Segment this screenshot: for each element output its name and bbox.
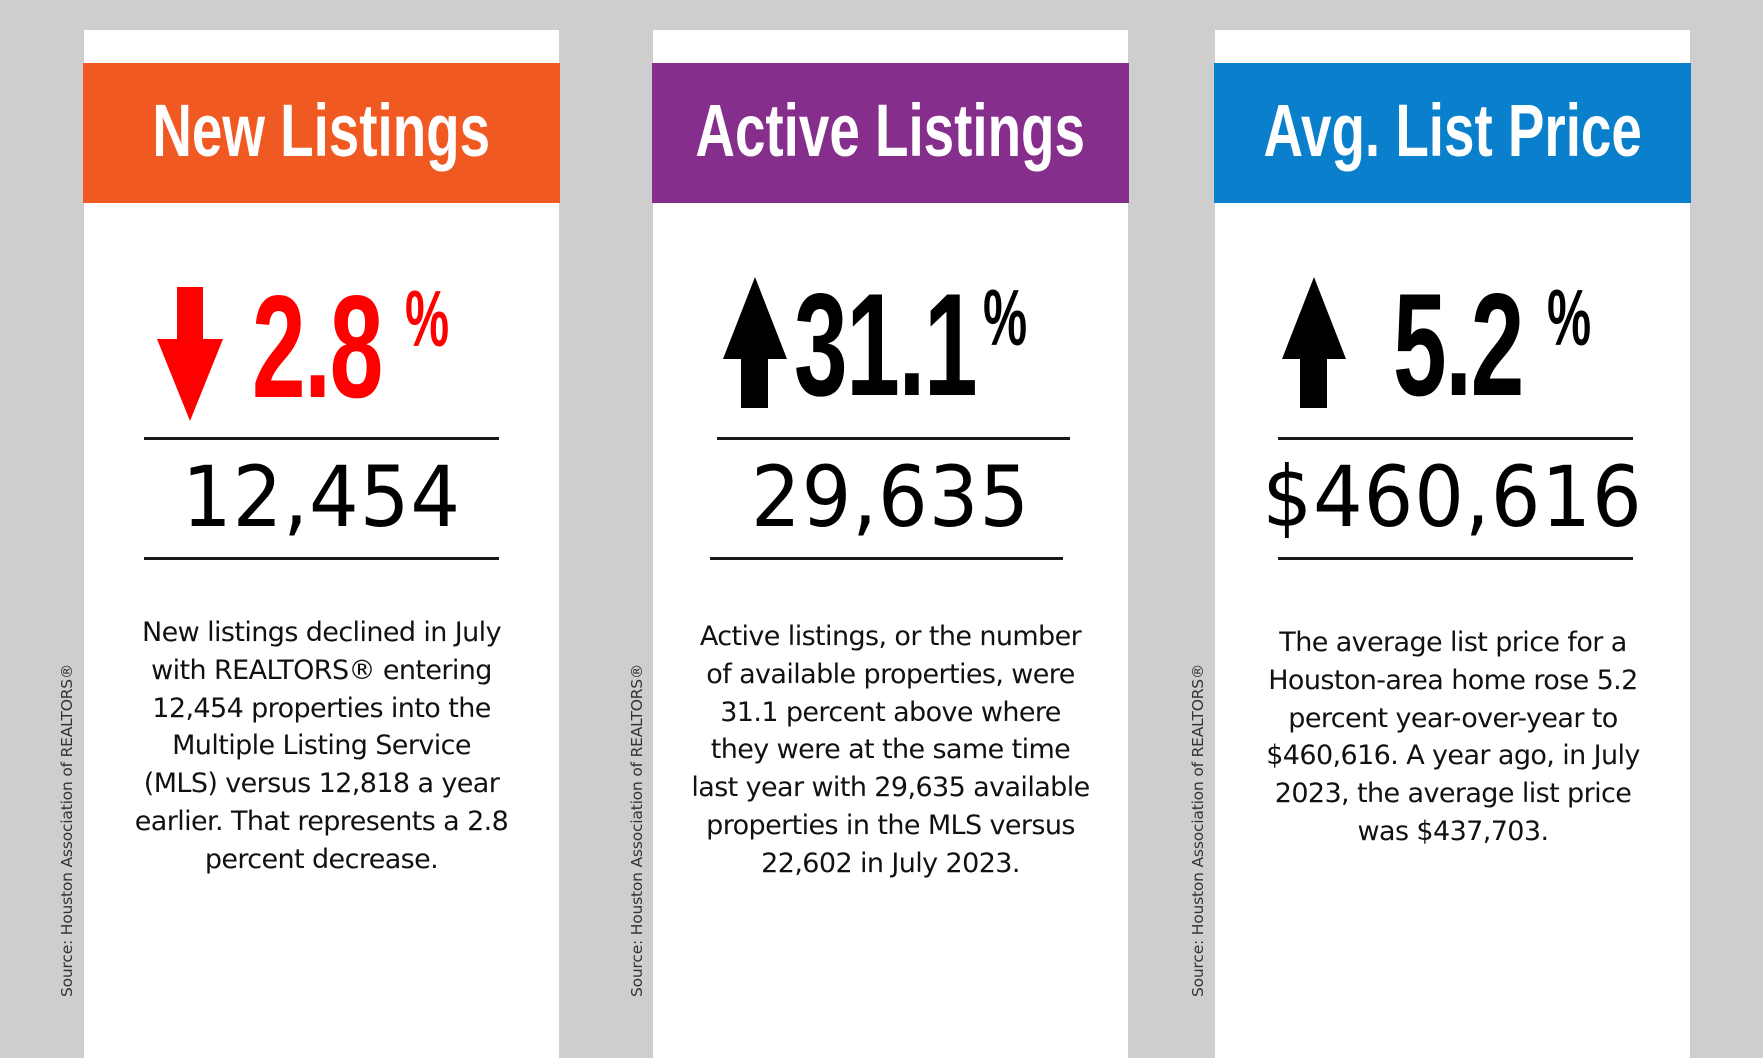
card-description: Active listings, or the number of availa… xyxy=(691,621,1090,879)
card-title: New Listings xyxy=(152,89,491,172)
change-unit: % xyxy=(983,273,1028,362)
change-value: 31.1 xyxy=(794,263,978,426)
card-header: Avg. List Price xyxy=(1214,63,1691,203)
change-value: 2.8 xyxy=(252,265,383,428)
change-unit: % xyxy=(405,274,450,363)
active-listings-card: Active Listings 31.1 % 29,635 Active lis… xyxy=(652,30,1129,1058)
card-description: New listings declined in July with REALT… xyxy=(134,617,509,875)
divider xyxy=(710,557,1063,560)
metric-value: 12,454 xyxy=(182,448,461,546)
divider xyxy=(717,437,1070,440)
card-title: Active Listings xyxy=(695,89,1086,172)
metric-value: $460,616 xyxy=(1262,448,1643,546)
change-value: 5.2 xyxy=(1393,263,1524,426)
arrow-up-icon xyxy=(1282,277,1346,408)
source-note: Source: Houston Association of REALTORS® xyxy=(628,663,646,997)
divider xyxy=(1278,437,1633,440)
divider xyxy=(144,437,499,440)
change-unit: % xyxy=(1547,273,1592,362)
change-stat: 2.8 % xyxy=(84,274,559,421)
change-stat: 5.2 % xyxy=(1215,272,1690,418)
source-note: Source: Houston Association of REALTORS® xyxy=(58,663,76,997)
card-title: Avg. List Price xyxy=(1263,89,1642,172)
source-note: Source: Houston Association of REALTORS® xyxy=(1189,663,1207,997)
card-description: The average list price for a Houston-are… xyxy=(1266,627,1640,847)
divider xyxy=(144,557,499,560)
divider xyxy=(1278,557,1633,560)
change-stat: 31.1 % xyxy=(653,272,1128,418)
new-listings-card: New Listings 2.8 % 12,454 New listings d… xyxy=(83,30,560,1058)
avg-list-price-card: Avg. List Price 5.2 % $460,616 The avera… xyxy=(1214,30,1691,1058)
card-header: Active Listings xyxy=(652,63,1129,203)
arrow-down-icon xyxy=(157,287,223,421)
metric-value: 29,635 xyxy=(751,448,1030,546)
arrow-up-icon xyxy=(723,277,787,408)
card-header: New Listings xyxy=(83,63,560,203)
